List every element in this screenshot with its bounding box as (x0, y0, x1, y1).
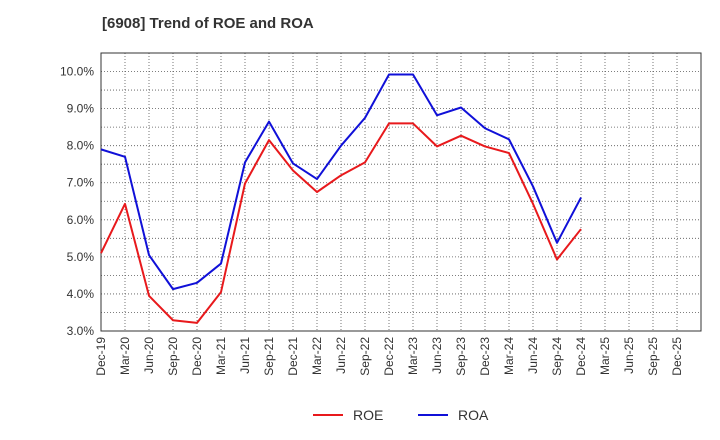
x-tick-label: Jun-23 (430, 337, 444, 374)
legend-label-roa: ROA (458, 407, 489, 423)
x-tick-label: Mar-20 (118, 337, 132, 375)
y-tick-label: 4.0% (67, 287, 95, 301)
x-tick-label: Mar-24 (502, 337, 516, 375)
x-tick-label: Sep-23 (454, 337, 468, 376)
x-tick-label: Mar-25 (598, 337, 612, 375)
y-tick-label: 9.0% (67, 102, 95, 116)
x-tick-label: Dec-24 (574, 337, 588, 376)
x-tick-label: Dec-23 (478, 337, 492, 376)
x-tick-label: Sep-22 (358, 337, 372, 376)
legend-label-roe: ROE (353, 407, 383, 423)
grid-lines (101, 53, 701, 331)
x-tick-label: Jun-24 (526, 337, 540, 374)
x-tick-label: Dec-20 (190, 337, 204, 376)
series-lines (100, 73, 582, 324)
x-axis-ticks: Dec-19 Mar-20 Jun-20 Sep-20 Dec-20 Mar-21 Jun-… (94, 337, 684, 376)
y-tick-label: 10.0% (60, 65, 94, 79)
x-tick-label: Dec-25 (670, 337, 684, 376)
x-tick-label: Mar-23 (406, 337, 420, 375)
x-tick-label: Jun-22 (334, 337, 348, 374)
x-tick-label: Jun-20 (142, 337, 156, 374)
x-tick-label: Sep-21 (262, 337, 276, 376)
x-tick-label: Mar-21 (214, 337, 228, 375)
y-tick-label: 3.0% (67, 324, 95, 338)
y-tick-label: 6.0% (67, 213, 95, 227)
series-line-roa (100, 73, 582, 291)
plot-frame (100, 52, 702, 332)
y-axis-ticks: 3.0% 4.0% 5.0% 6.0% 7.0% 8.0% 9.0% 10.0% (60, 65, 94, 338)
y-tick-label: 7.0% (67, 176, 95, 190)
chart-title: [6908] Trend of ROE and ROA (102, 15, 314, 32)
x-tick-label: Sep-24 (550, 337, 564, 376)
x-tick-label: Sep-20 (166, 337, 180, 376)
y-tick-label: 8.0% (67, 139, 95, 153)
x-tick-label: Mar-22 (310, 337, 324, 375)
x-tick-label: Jun-21 (238, 337, 252, 374)
x-tick-label: Dec-22 (382, 337, 396, 376)
y-tick-label: 5.0% (67, 250, 95, 264)
x-tick-label: Dec-21 (286, 337, 300, 376)
series-line-roe (100, 122, 582, 324)
legend: ROE ROA (313, 407, 489, 423)
x-tick-label: Sep-25 (646, 337, 660, 376)
x-tick-label: Dec-19 (94, 337, 108, 376)
x-tick-label: Jun-25 (622, 337, 636, 374)
